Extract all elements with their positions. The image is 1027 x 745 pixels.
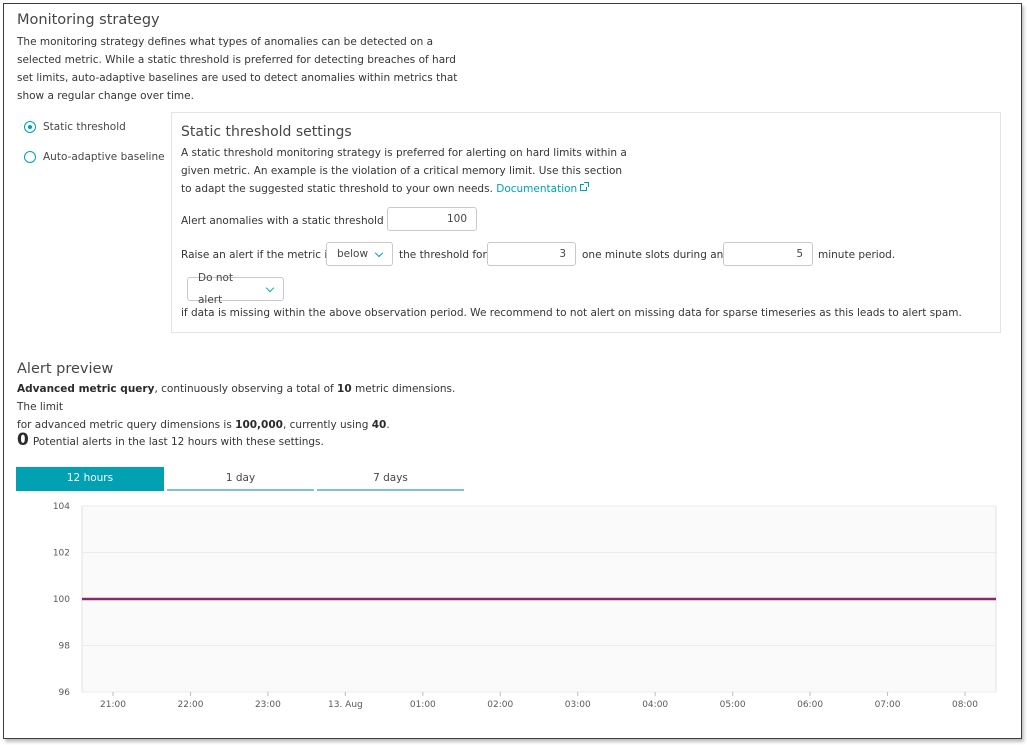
monitoring-strategy-description: The monitoring strategy defines what typ… (17, 36, 458, 102)
alert-preview-description: Advanced metric query, continuously obse… (17, 380, 477, 434)
settings-description: A static threshold monitoring strategy i… (181, 144, 633, 198)
missing-data-select-value: Do not alert (198, 272, 234, 306)
radio-static-threshold[interactable]: Static threshold (24, 121, 126, 133)
query-type-label: Advanced metric query (17, 383, 155, 395)
alerts-count: 0 (17, 430, 29, 450)
missing-data-select[interactable]: Do not alert (187, 272, 284, 306)
preview-text: . (386, 419, 390, 431)
slots-label: one minute slots during any (582, 249, 730, 261)
tab-12-hours[interactable]: 12 hours (16, 467, 164, 491)
x-tick-label: 08:00 (952, 700, 978, 710)
external-link-icon (580, 182, 590, 191)
radio-checked-icon (24, 121, 36, 133)
radio-auto-adaptive-label: Auto-adaptive baseline (43, 151, 165, 163)
y-tick-label: 96 (59, 688, 71, 698)
documentation-link[interactable]: Documentation (496, 182, 590, 195)
dimension-limit: 100,000 (235, 419, 283, 431)
threshold-label: Alert anomalies with a static threshold … (181, 215, 398, 227)
chart-y-axis: 96 98 100 102 104 (53, 502, 70, 698)
monitoring-settings-panel: Monitoring strategy The monitoring strat… (3, 3, 1022, 739)
x-tick-label: 07:00 (875, 700, 901, 710)
x-tick-label: 22:00 (177, 700, 203, 710)
x-tick-label: 06:00 (797, 700, 823, 710)
y-tick-label: 98 (59, 642, 71, 652)
tab-7-days[interactable]: 7 days (317, 467, 464, 491)
alerts-text: Potential alerts in the last 12 hours wi… (32, 436, 324, 448)
static-threshold-settings-box: Static threshold settings A static thres… (171, 112, 1001, 333)
x-tick-label: 02:00 (487, 700, 513, 710)
settings-title: Static threshold settings (181, 124, 352, 140)
alert-preview-chart: 96 98 100 102 104 21:00 22:00 23:00 13. Aug 01:0… (53, 502, 997, 710)
potential-alerts-summary: 0 Potential alerts in the last 12 hours … (17, 430, 324, 450)
x-tick-label: 03:00 (565, 700, 591, 710)
chevron-down-icon (265, 283, 275, 292)
direction-select[interactable]: below (326, 242, 393, 266)
chart-x-axis: 21:00 22:00 23:00 13. Aug 01:00 02:00 03:00 04:… (100, 692, 978, 710)
preview-text: for advanced metric query dimensions is (17, 419, 236, 431)
y-tick-label: 100 (53, 595, 70, 605)
threshold-input[interactable] (387, 207, 477, 231)
radio-unchecked-icon (24, 151, 36, 163)
dimensions-used: 40 (371, 419, 387, 431)
slots-input[interactable] (487, 242, 576, 266)
radio-static-threshold-label: Static threshold (43, 121, 126, 133)
x-tick-label: 23:00 (255, 700, 281, 710)
radio-auto-adaptive-baseline[interactable]: Auto-adaptive baseline (24, 151, 165, 163)
x-tick-label: 13. Aug (328, 700, 363, 710)
tab-1-day[interactable]: 1 day (167, 467, 314, 491)
alert-preview-title: Alert preview (17, 361, 114, 377)
x-tick-label: 01:00 (410, 700, 436, 710)
period-label: minute period. (818, 249, 896, 261)
chevron-down-icon (374, 248, 384, 257)
preview-text: , continuously observing a total of (154, 383, 338, 395)
threshold-for-label: the threshold for (399, 249, 487, 261)
direction-select-value: below (337, 248, 369, 260)
preview-text: metric dimensions. The limit (17, 383, 456, 413)
documentation-link-label: Documentation (496, 183, 578, 195)
monitoring-strategy-title: Monitoring strategy (17, 12, 160, 28)
dimensions-count: 10 (337, 383, 352, 395)
settings-description-text: A static threshold monitoring strategy i… (181, 147, 627, 195)
x-tick-label: 21:00 (100, 700, 126, 710)
raise-alert-label: Raise an alert if the metric is (181, 249, 333, 261)
y-tick-label: 102 (53, 549, 70, 559)
period-input[interactable] (723, 242, 813, 266)
y-tick-label: 104 (53, 502, 70, 512)
x-tick-label: 05:00 (720, 700, 746, 710)
missing-data-description: if data is missing within the above obse… (181, 307, 962, 319)
preview-text: , currently using (282, 419, 372, 431)
x-tick-label: 04:00 (642, 700, 668, 710)
